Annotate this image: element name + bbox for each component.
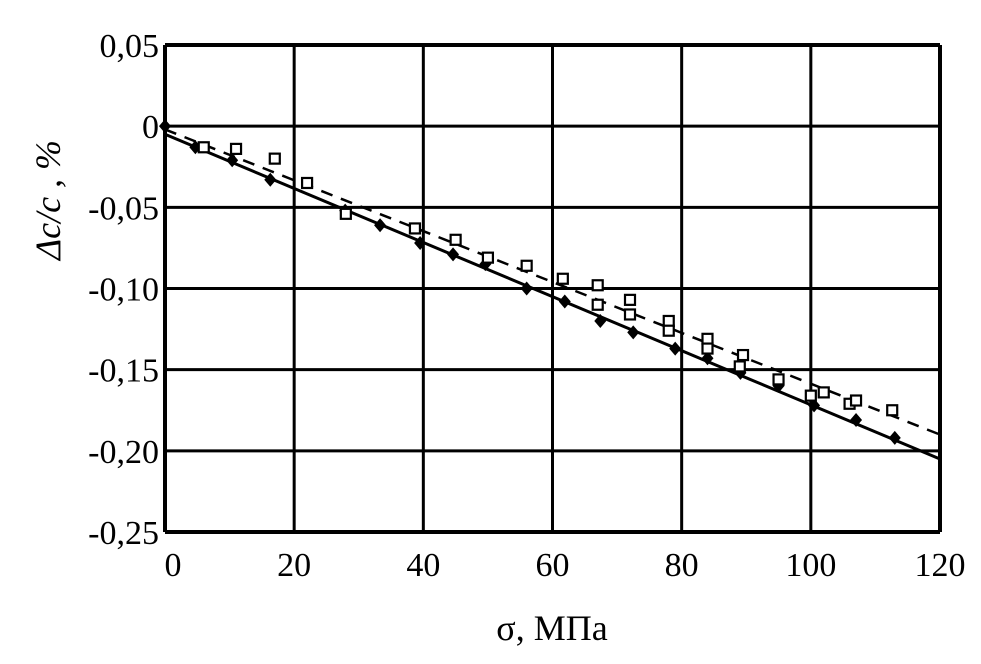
filled-diamond-point [414,236,427,251]
x-axis-label: σ, МПа [496,608,607,648]
filled-diamond-point [520,281,533,296]
filled-diamond-point [627,325,640,340]
filled-diamond-point [264,172,277,187]
open-square-point [662,314,675,328]
y-tick-label: -0,10 [88,272,159,309]
x-tick-label: 40 [406,547,440,584]
filled-diamond-point [447,247,460,262]
x-tick-label: 120 [915,547,966,584]
filled-diamond-point [701,351,714,366]
open-square-point [623,293,637,306]
y-tick-label: -0,05 [88,190,159,227]
dashed-fit-line [164,128,941,436]
y-tick-label: -0,20 [88,434,159,471]
filled-diamond-point [226,153,239,168]
x-tick-label: 60 [536,547,570,584]
x-tick-label: 20 [277,547,311,584]
open-square-point [817,386,830,399]
open-square-point [300,176,314,190]
open-square-point [804,389,817,402]
open-square-point [449,233,462,246]
data-points [159,119,901,445]
x-tick-label: 80 [665,547,699,584]
filled-diamond-point [850,412,863,427]
open-square-point [481,251,495,264]
open-square-point [701,332,714,345]
open-square-point [591,279,604,292]
open-square-point [733,360,746,373]
open-square-point [229,142,243,155]
open-square-point [268,152,281,165]
y-tick-label: 0,05 [100,28,160,65]
open-square-point [408,222,422,235]
open-square-point [197,141,210,154]
grid [163,43,942,534]
filled-diamond-point [374,218,387,233]
x-tick-label: 0 [165,547,182,584]
open-square-point [556,272,569,285]
open-square-point [623,308,637,321]
filled-diamond-point [808,398,821,413]
filled-diamond-point [669,341,682,356]
open-square-point [662,324,675,337]
y-tick-label: -0,15 [88,353,159,390]
open-square-point [736,348,750,362]
open-square-point [339,207,352,220]
open-square-point [849,394,863,407]
filled-diamond-point [159,119,171,134]
y-axis-label: Δc/c , % [28,140,68,262]
open-square-point [520,259,533,272]
open-square-point [886,404,899,417]
x-tick-label: 100 [785,547,836,584]
open-square-point [772,373,785,386]
y-tick-label: -0,25 [88,515,159,552]
filled-diamond-point [594,313,607,328]
open-square-point [591,298,604,311]
y-tick-label: 0 [142,109,159,146]
filled-diamond-point [558,294,571,309]
open-square-point [701,342,714,355]
tick-labels: 0 20 40 60 80 100 120 0,05 0 -0,05 -0,10 -0,15 -0,20… [88,28,965,584]
filled-diamond-point [888,430,901,445]
